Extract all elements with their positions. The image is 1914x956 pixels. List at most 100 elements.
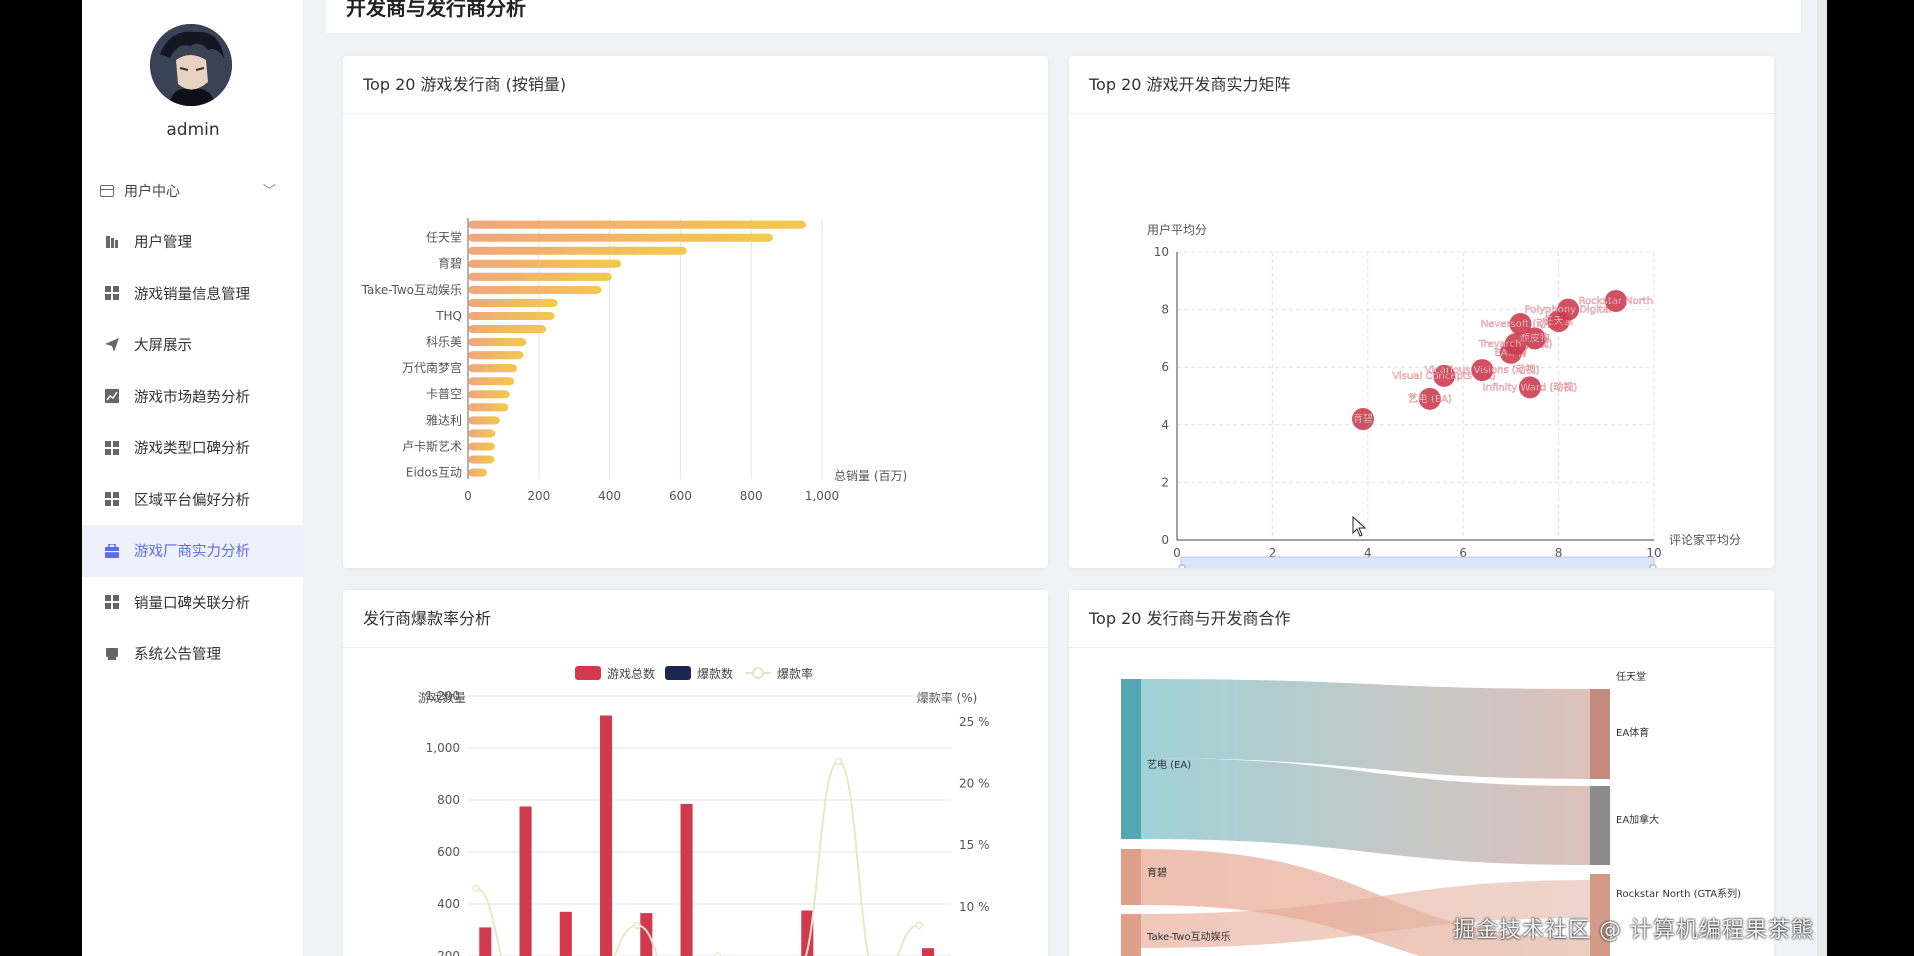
y-tick-label: 卡普空 — [426, 387, 462, 401]
y-tick-label: 0 — [1161, 533, 1169, 547]
x-tick-label: 8 — [1555, 546, 1563, 560]
y-tick-label: 1,000 — [426, 741, 460, 755]
rate-point — [834, 757, 843, 766]
y-tick-label: 育碧 — [438, 256, 462, 271]
y-axis-title: 用户平均分 — [1147, 222, 1207, 237]
sankey-node-target — [1590, 689, 1610, 779]
bar-total — [600, 715, 613, 956]
point-label: Rockstar North — [1579, 296, 1653, 307]
bar — [468, 442, 495, 451]
menu-group-user-center[interactable]: 用户中心 ﹀ — [82, 166, 304, 216]
x-tick-label: 4 — [1364, 546, 1372, 560]
point-label: Vicarious Visions (动视) — [1425, 363, 1540, 376]
x-axis-title: 总销量 (百万) — [834, 469, 907, 483]
page-header: 开发商与发行商分析 — [326, 0, 1801, 34]
menu-item-big-screen[interactable]: 大屏展示 — [82, 319, 304, 371]
menu-item-vendor-strength[interactable]: 游戏厂商实力分析 — [82, 525, 304, 577]
y-tick-label: 800 — [437, 793, 460, 807]
menu-item-sales-info[interactable]: 游戏销量信息管理 — [82, 268, 304, 320]
avatar-image — [150, 24, 232, 106]
sankey-node-target — [1590, 874, 1610, 956]
sankey-target-label: EA加拿大 — [1616, 813, 1659, 826]
chevron-down-icon: ﹀ — [262, 184, 276, 199]
menu-item-user-manage[interactable]: 用户管理 — [82, 216, 304, 268]
publisher-developer-sankey[interactable]: 艺电 (EA) 育碧 Take-Two互动娱乐 任天堂 EA体育 EA加拿大 Rocksta… — [1069, 648, 1774, 956]
sankey-node-target — [1590, 786, 1610, 865]
menu-item-region-platform[interactable]: 区域平台偏好分析 — [82, 474, 304, 526]
menu-item-label: 游戏类型口碑分析 — [134, 441, 250, 458]
bar — [468, 416, 500, 425]
rate-line — [475, 760, 920, 956]
rate-point — [713, 952, 722, 956]
y-tick-label: 万代南梦宫 — [402, 360, 462, 375]
briefcase-icon — [104, 543, 120, 559]
point-label: Visual Concepts (2K) — [1392, 371, 1496, 382]
bar — [468, 364, 518, 373]
point-label: 育碧 — [1353, 412, 1373, 425]
avatar[interactable] — [150, 24, 232, 106]
y2-tick-label: 10 % — [959, 900, 990, 914]
datazoom-handle-right — [1649, 564, 1657, 568]
x-tick-label: 2 — [1269, 546, 1277, 560]
scatter-point — [1418, 387, 1441, 410]
app-frame: admin 用户中心 ﹀ 用户管理 游戏销量信息管理 大屏展示 游戏市场趋 — [82, 0, 1827, 956]
sankey-source-label: Take-Two互动娱乐 — [1146, 930, 1231, 943]
x-tick-label: 800 — [740, 489, 763, 503]
card-title: Top 20 游戏发行商 (按销量) — [343, 56, 1048, 114]
y2-axis-title: 爆款率 (%) — [917, 690, 978, 705]
rate-point — [472, 884, 480, 893]
page-scrollbar[interactable] — [1817, 0, 1827, 956]
menu-item-genre-reputation[interactable]: 游戏类型口碑分析 — [82, 422, 304, 474]
bar-total — [801, 910, 814, 956]
y-tick-label: THQ — [435, 309, 462, 323]
menu-item-notice[interactable]: 系统公告管理 — [82, 628, 304, 680]
bar-total — [922, 948, 935, 956]
trend-icon — [104, 388, 120, 404]
y2-tick-label: 20 % — [959, 777, 990, 791]
menu-item-label: 区域平台偏好分析 — [134, 492, 250, 509]
grid-icon — [104, 594, 120, 610]
x-axis-title: 评论家平均分 — [1669, 532, 1741, 547]
bar — [468, 259, 622, 268]
menu-item-market-trend[interactable]: 游戏市场趋势分析 — [82, 371, 304, 423]
scatter-point — [1509, 313, 1532, 335]
x-tick-label: 200 — [527, 489, 550, 503]
point-label: 顽皮狗 — [1520, 331, 1550, 344]
user-manage-icon — [104, 234, 120, 250]
bar — [468, 377, 515, 386]
bar-total — [479, 927, 492, 956]
grid-icon — [104, 491, 120, 507]
y-tick-label: Take-Two互动娱乐 — [361, 283, 462, 297]
sankey-node-source — [1121, 914, 1141, 956]
datazoom-slider — [1180, 556, 1655, 568]
bar — [468, 220, 807, 229]
bar-total — [640, 913, 653, 956]
menu-item-label: 用户管理 — [134, 235, 192, 252]
y-tick-label: 科乐美 — [426, 335, 462, 349]
y2-tick-label: 25 % — [959, 715, 990, 729]
menu-item-sales-reputation[interactable]: 销量口碑关联分析 — [82, 577, 304, 629]
bar — [468, 429, 496, 438]
scatter-point — [1471, 359, 1494, 382]
legend-marker-rate — [752, 667, 764, 679]
bar-total — [519, 806, 532, 956]
card-title: Top 20 游戏开发商实力矩阵 — [1069, 56, 1774, 114]
menu-item-label: 游戏市场趋势分析 — [134, 389, 250, 406]
page-title: 开发商与发行商分析 — [346, 0, 526, 20]
sankey-node-source — [1121, 849, 1141, 905]
main-content: 开发商与发行商分析 Top 20 游戏发行商 (按销量) 0 200 400 600 8… — [304, 0, 1827, 956]
sankey-link — [1141, 679, 1590, 779]
x-tick-label: 0 — [1173, 546, 1181, 560]
watermark: 掘金技术社区 @ 计算机编程果茶熊 — [1453, 918, 1814, 943]
bar — [468, 403, 509, 412]
mouse-cursor-icon — [1352, 516, 1367, 537]
point-label: 艺电 (EA) — [1408, 392, 1452, 405]
bar — [468, 390, 510, 399]
x-tick-label: 6 — [1459, 546, 1467, 560]
card-top-publishers: Top 20 游戏发行商 (按销量) 0 200 400 600 800 1,000 总销量… — [343, 56, 1048, 568]
y-tick-label: 10 — [1154, 245, 1169, 259]
bar — [468, 298, 558, 308]
